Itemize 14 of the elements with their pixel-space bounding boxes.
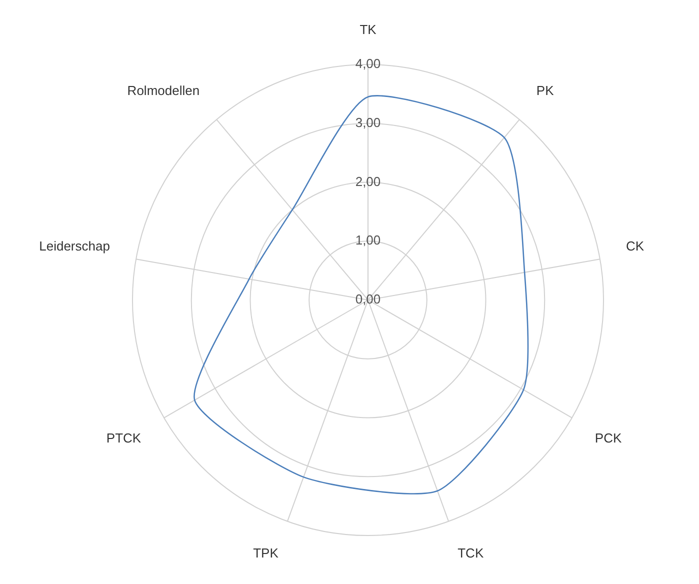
- spoke-label: TCK: [458, 546, 484, 561]
- spoke-label: CK: [626, 238, 644, 254]
- spoke-label: Rolmodellen: [127, 83, 200, 98]
- y-tick-label: 0,00: [355, 292, 381, 307]
- spoke-label: TK: [360, 22, 377, 37]
- spoke-label: PTCK: [106, 430, 142, 446]
- y-tick-label: 1,00: [355, 232, 381, 248]
- y-tick-label: 2,00: [355, 174, 381, 189]
- y-tick-label: 3,00: [355, 114, 381, 130]
- y-tick-label: 4,00: [355, 56, 381, 72]
- spoke-label: PK: [536, 83, 554, 98]
- spoke-label: PCK: [594, 430, 622, 446]
- spoke-label: TPK: [253, 546, 279, 561]
- spoke-label: Leiderschap: [39, 238, 110, 254]
